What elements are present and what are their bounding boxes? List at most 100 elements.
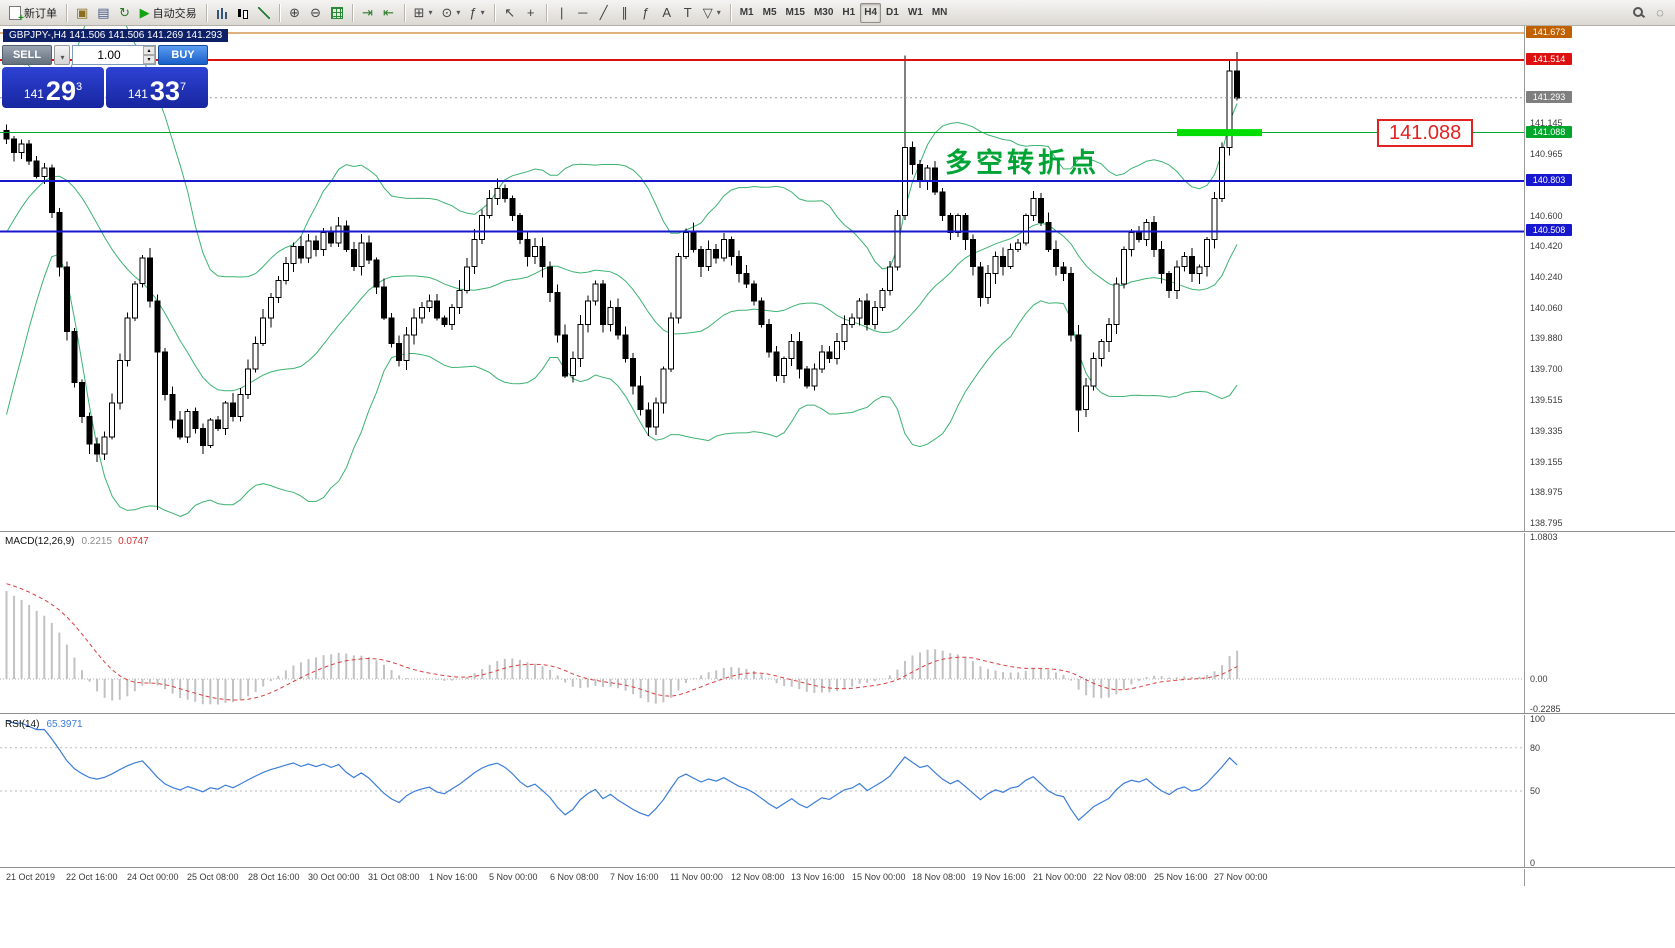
new-chart-button[interactable]: ⊞ ▾ (410, 3, 437, 23)
channel-button[interactable]: ∥ (615, 3, 635, 23)
timeframe-d1-button[interactable]: D1 (882, 3, 903, 23)
candle-up (18, 143, 25, 154)
chart-annotation: 多空转折点 (945, 148, 1100, 178)
candle-up (841, 324, 848, 343)
time-label: 18 Nov 08:00 (912, 872, 966, 882)
candle-down (803, 368, 810, 387)
expert-advisors-button[interactable]: ▣ (72, 3, 92, 23)
time-label: 21 Oct 2019 (6, 872, 56, 882)
refresh-button[interactable]: ↻ (115, 3, 135, 23)
candle-up (222, 402, 229, 429)
candle-up (101, 436, 108, 455)
time-axis[interactable]: 21 Oct 2019 22 Oct 16:00 24 Oct 00:00 25 Oc… (0, 868, 1524, 886)
candle-down (297, 245, 304, 259)
candle-up (818, 351, 825, 370)
order-options-button[interactable]: ▾ (54, 45, 70, 65)
time-label: 19 Nov 16:00 (972, 872, 1026, 882)
timeframe-h1-button[interactable]: H1 (838, 3, 859, 23)
vertical-line-icon: | (559, 5, 564, 20)
price-axis[interactable]: 141.145 140.965 140.600 140.420 140.240 140.0… (1524, 26, 1675, 886)
toolbar-separator (545, 3, 547, 22)
indicator-icon: ƒ (469, 5, 477, 20)
timeframe-m15-button[interactable]: M15 (782, 3, 809, 23)
candle-up (1015, 242, 1022, 251)
timeframe-h4-button[interactable]: H4 (860, 2, 882, 23)
line-chart-icon (257, 6, 270, 19)
candle-down (396, 342, 403, 361)
panel-separator[interactable] (0, 713, 1675, 715)
candle-down (562, 334, 569, 377)
highlight-segment[interactable] (1177, 129, 1262, 137)
time-label: 31 Oct 08:00 (368, 872, 420, 882)
rsi-label: RSI(14) 65.3971 (5, 719, 83, 730)
label-button[interactable]: T (678, 3, 698, 23)
candle-up (781, 358, 788, 377)
candle-up (139, 257, 146, 285)
macd-name: MACD(12,26,9) (5, 536, 75, 547)
candle-down (1053, 249, 1059, 268)
candle-down (11, 138, 18, 154)
buy-button[interactable]: BUY (158, 45, 208, 65)
profiles-button[interactable]: ▤ (93, 3, 113, 23)
shapes-button[interactable]: ▽ ▾ (699, 3, 725, 23)
panel-separator[interactable] (0, 531, 1675, 533)
sell-button[interactable]: SELL (2, 45, 52, 65)
fibonacci-button[interactable]: ƒ (636, 3, 656, 23)
macd-axis-label: -0.2285 (1530, 704, 1561, 714)
timeframe-m1-button[interactable]: M1 (736, 3, 758, 23)
timeframe-mn-button[interactable]: MN (928, 3, 952, 23)
timeframe-m30-button[interactable]: M30 (810, 3, 837, 23)
volume-decrease-button[interactable]: ▾ (143, 55, 155, 64)
chat-icon: ◌ (1656, 5, 1664, 20)
candle-up (992, 256, 999, 274)
auto-scroll-button[interactable]: ⇥ (358, 3, 378, 23)
candle-up (569, 358, 576, 377)
crosshair-button[interactable]: + (521, 3, 541, 23)
macd-axis-label: 1.0803 (1530, 532, 1558, 542)
text-button[interactable]: A (657, 3, 677, 23)
community-button[interactable]: ◌ (1650, 3, 1670, 23)
timeframe-m5-button[interactable]: M5 (759, 3, 781, 23)
text-label-icon: T (683, 5, 692, 20)
ask-pip-digit: 7 (179, 81, 187, 93)
candle-down (917, 164, 923, 183)
auto-trading-button[interactable]: ▶ 自动交易 (136, 3, 201, 23)
bar-chart-button[interactable] (212, 3, 232, 23)
candle-up (267, 296, 274, 319)
candle-up (788, 341, 795, 360)
panel-separator[interactable] (0, 867, 1675, 869)
price-chart[interactable] (0, 26, 1524, 531)
horizontal-line-button[interactable]: ─ (573, 3, 593, 23)
volume-input[interactable] (73, 46, 155, 64)
indicators-button[interactable]: ƒ ▾ (465, 3, 488, 23)
candle-down (637, 385, 644, 411)
chart-shift-button[interactable]: ⇤ (379, 3, 399, 23)
new-order-button[interactable]: 新订单 (5, 3, 61, 24)
period-button[interactable]: ⊙ ▾ (438, 3, 465, 23)
candle-down (962, 215, 969, 240)
trendline-button[interactable]: ╱ (594, 3, 614, 23)
candle-up (811, 368, 818, 387)
timeframe-mn-button-label: MN (931, 7, 948, 18)
candle-down (645, 409, 652, 428)
bid-price-tile[interactable]: 141 29 3 (2, 67, 104, 108)
macd-panel[interactable] (0, 533, 1524, 713)
zoom-out-button[interactable]: ⊖ (306, 3, 326, 23)
time-label: 25 Oct 08:00 (187, 872, 239, 882)
cursor-button[interactable]: ↖ (500, 3, 520, 23)
volume-increase-button[interactable]: ▴ (143, 46, 155, 55)
timeframe-w1-button[interactable]: W1 (904, 3, 927, 23)
search-button[interactable] (1628, 3, 1649, 23)
timeframe-h1-button-label: H1 (842, 7, 856, 18)
price-label: 138.975 (1530, 487, 1563, 497)
candlestick-chart-button[interactable] (233, 3, 253, 23)
zoom-in-button[interactable]: ⊕ (285, 3, 305, 23)
line-chart-button[interactable] (254, 3, 274, 23)
ask-price-tile[interactable]: 141 33 7 (106, 67, 208, 108)
grid-button[interactable] (327, 3, 347, 23)
timeframe-m5-button-label: M5 (762, 7, 777, 18)
candle-down (433, 300, 440, 319)
profiles-icon: ▤ (97, 5, 110, 20)
vertical-line-button[interactable]: | (552, 3, 572, 23)
rsi-panel[interactable] (0, 715, 1524, 867)
